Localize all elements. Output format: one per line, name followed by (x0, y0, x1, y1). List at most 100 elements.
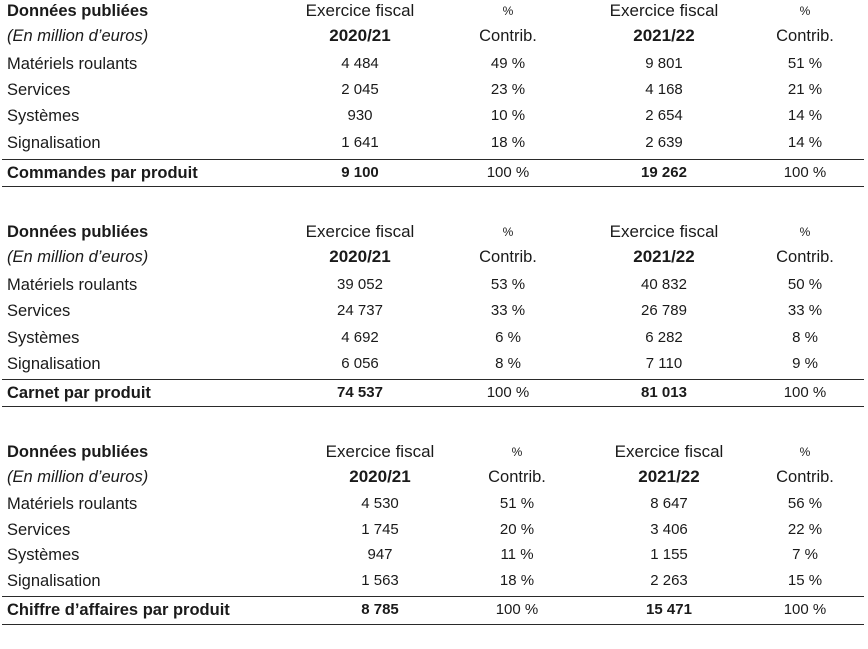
row-percent-2: 15 % (787, 572, 823, 589)
total-percent-1: 100 % (495, 601, 539, 618)
total-row: Carnet par produit 74 537 100 % 81 013 1… (0, 380, 868, 406)
row-value-1: 6 056 (341, 355, 379, 372)
header-period-2: Exercice fiscal (614, 442, 724, 461)
table-header-row: Données publiées Exercice fiscal % Exerc… (0, 439, 868, 465)
header-year-2: 2021/22 (633, 247, 695, 266)
row-label: Systèmes (7, 329, 80, 347)
header-period-1: Exercice fiscal (305, 222, 415, 241)
row-percent-1: 23 % (490, 81, 526, 98)
row-label: Matériels roulants (7, 495, 138, 513)
row-percent-2: 33 % (787, 302, 823, 319)
header-contrib-1: Contrib. (479, 248, 537, 266)
row-percent-2: 21 % (787, 81, 823, 98)
row-value-1: 4 530 (361, 495, 399, 512)
row-percent-2: 9 % (792, 355, 818, 372)
table-row: Services 2 045 23 % 4 168 21 % (0, 77, 868, 103)
table-header-row: Données publiées Exercice fiscal % Exerc… (0, 219, 868, 245)
header-label: Données publiées (7, 443, 149, 461)
header-year-2: 2021/22 (633, 26, 695, 45)
header-label: Données publiées (7, 223, 149, 241)
header-label: Données publiées (7, 2, 149, 20)
row-percent-1: 8 % (495, 355, 521, 372)
header-percent-1: % (502, 225, 514, 239)
divider (2, 379, 864, 380)
row-percent-1: 11 % (500, 546, 534, 563)
row-label: Services (7, 521, 71, 539)
header-contrib-1: Contrib. (488, 468, 546, 486)
row-percent-2: 14 % (787, 134, 823, 151)
row-percent-2: 50 % (787, 276, 823, 293)
row-value-2: 26 789 (641, 302, 687, 319)
header-year-1: 2020/21 (329, 247, 391, 266)
row-label: Signalisation (7, 134, 101, 152)
table-row: Signalisation 6 056 8 % 7 110 9 % (0, 351, 868, 377)
row-percent-2: 8 % (792, 329, 818, 346)
header-percent-2: % (799, 4, 811, 18)
row-label: Matériels roulants (7, 55, 138, 73)
total-percent-2: 100 % (783, 601, 827, 618)
row-value-2: 40 832 (641, 276, 687, 293)
table-row: Signalisation 1 641 18 % 2 639 14 % (0, 130, 868, 156)
row-percent-2: 7 % (792, 546, 818, 563)
row-value-1: 930 (347, 107, 373, 124)
total-value-2: 15 471 (646, 601, 692, 618)
divider (2, 406, 864, 407)
row-value-2: 9 801 (645, 55, 683, 72)
table-subheader-row: (En million d’euros) 2020/21 Contrib. 20… (0, 23, 868, 49)
total-percent-1: 100 % (486, 384, 530, 401)
header-percent-2: % (799, 445, 811, 459)
header-year-1: 2020/21 (349, 467, 411, 486)
row-percent-1: 20 % (499, 521, 535, 538)
header-unit: (En million d’euros) (7, 27, 149, 45)
header-contrib-1: Contrib. (479, 27, 537, 45)
divider (2, 624, 864, 625)
row-percent-1: 10 % (490, 107, 526, 124)
table-row: Systèmes 4 692 6 % 6 282 8 % (0, 325, 868, 351)
table-row: Matériels roulants 4 530 51 % 8 647 56 % (0, 491, 868, 517)
header-year-2: 2021/22 (638, 467, 700, 486)
row-label: Systèmes (7, 107, 80, 125)
row-value-2: 2 639 (645, 134, 683, 151)
header-period-2: Exercice fiscal (609, 222, 719, 241)
row-value-2: 4 168 (645, 81, 683, 98)
total-value-1: 74 537 (337, 384, 383, 401)
divider (2, 186, 864, 187)
row-percent-1: 51 % (499, 495, 535, 512)
total-percent-2: 100 % (783, 384, 827, 401)
header-unit: (En million d’euros) (7, 468, 149, 486)
row-percent-1: 49 % (490, 55, 526, 72)
total-value-1: 9 100 (341, 164, 379, 181)
row-label: Signalisation (7, 572, 101, 590)
row-value-2: 7 110 (645, 355, 683, 372)
row-percent-1: 18 % (499, 572, 535, 589)
row-label: Systèmes (7, 546, 80, 564)
header-contrib-2: Contrib. (776, 468, 834, 486)
row-label: Signalisation (7, 355, 101, 373)
row-percent-2: 14 % (787, 107, 823, 124)
total-percent-1: 100 % (486, 164, 530, 181)
table-header-row: Données publiées Exercice fiscal % Exerc… (0, 0, 868, 24)
row-percent-2: 56 % (787, 495, 823, 512)
row-value-1: 1 641 (341, 134, 379, 151)
total-row: Commandes par produit 9 100 100 % 19 262… (0, 160, 868, 186)
row-value-1: 1 563 (361, 572, 399, 589)
divider (2, 596, 864, 597)
total-label: Carnet par produit (7, 384, 151, 402)
total-row: Chiffre d’affaires par produit 8 785 100… (0, 597, 868, 623)
row-percent-2: 22 % (787, 521, 823, 538)
total-value-2: 81 013 (641, 384, 687, 401)
total-label: Chiffre d’affaires par produit (7, 601, 230, 619)
table-row: Services 24 737 33 % 26 789 33 % (0, 298, 868, 324)
header-period-2: Exercice fiscal (609, 1, 719, 20)
total-value-2: 19 262 (641, 164, 687, 181)
row-percent-1: 6 % (495, 329, 521, 346)
row-value-2: 2 263 (650, 572, 688, 589)
header-period-1: Exercice fiscal (325, 442, 435, 461)
header-contrib-2: Contrib. (776, 27, 834, 45)
total-percent-2: 100 % (783, 164, 827, 181)
table-row: Matériels roulants 39 052 53 % 40 832 50… (0, 272, 868, 298)
row-label: Services (7, 81, 71, 99)
row-value-1: 1 745 (361, 521, 399, 538)
table-row: Signalisation 1 563 18 % 2 263 15 % (0, 568, 868, 594)
row-value-2: 1 155 (650, 546, 688, 563)
